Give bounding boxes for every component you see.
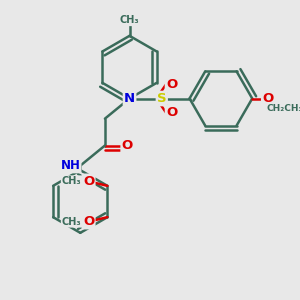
Text: CH₂CH₃: CH₂CH₃: [267, 104, 300, 113]
Text: N: N: [124, 92, 135, 105]
Text: NH: NH: [60, 159, 80, 172]
Text: O: O: [262, 92, 274, 105]
Text: CH₃: CH₃: [62, 217, 81, 226]
Text: CH₃: CH₃: [62, 176, 81, 186]
Text: O: O: [83, 175, 94, 188]
Text: O: O: [166, 106, 177, 119]
Text: O: O: [166, 78, 177, 91]
Text: O: O: [122, 139, 133, 152]
Text: S: S: [157, 92, 166, 105]
Text: CH₃: CH₃: [120, 15, 140, 25]
Text: O: O: [83, 215, 94, 228]
